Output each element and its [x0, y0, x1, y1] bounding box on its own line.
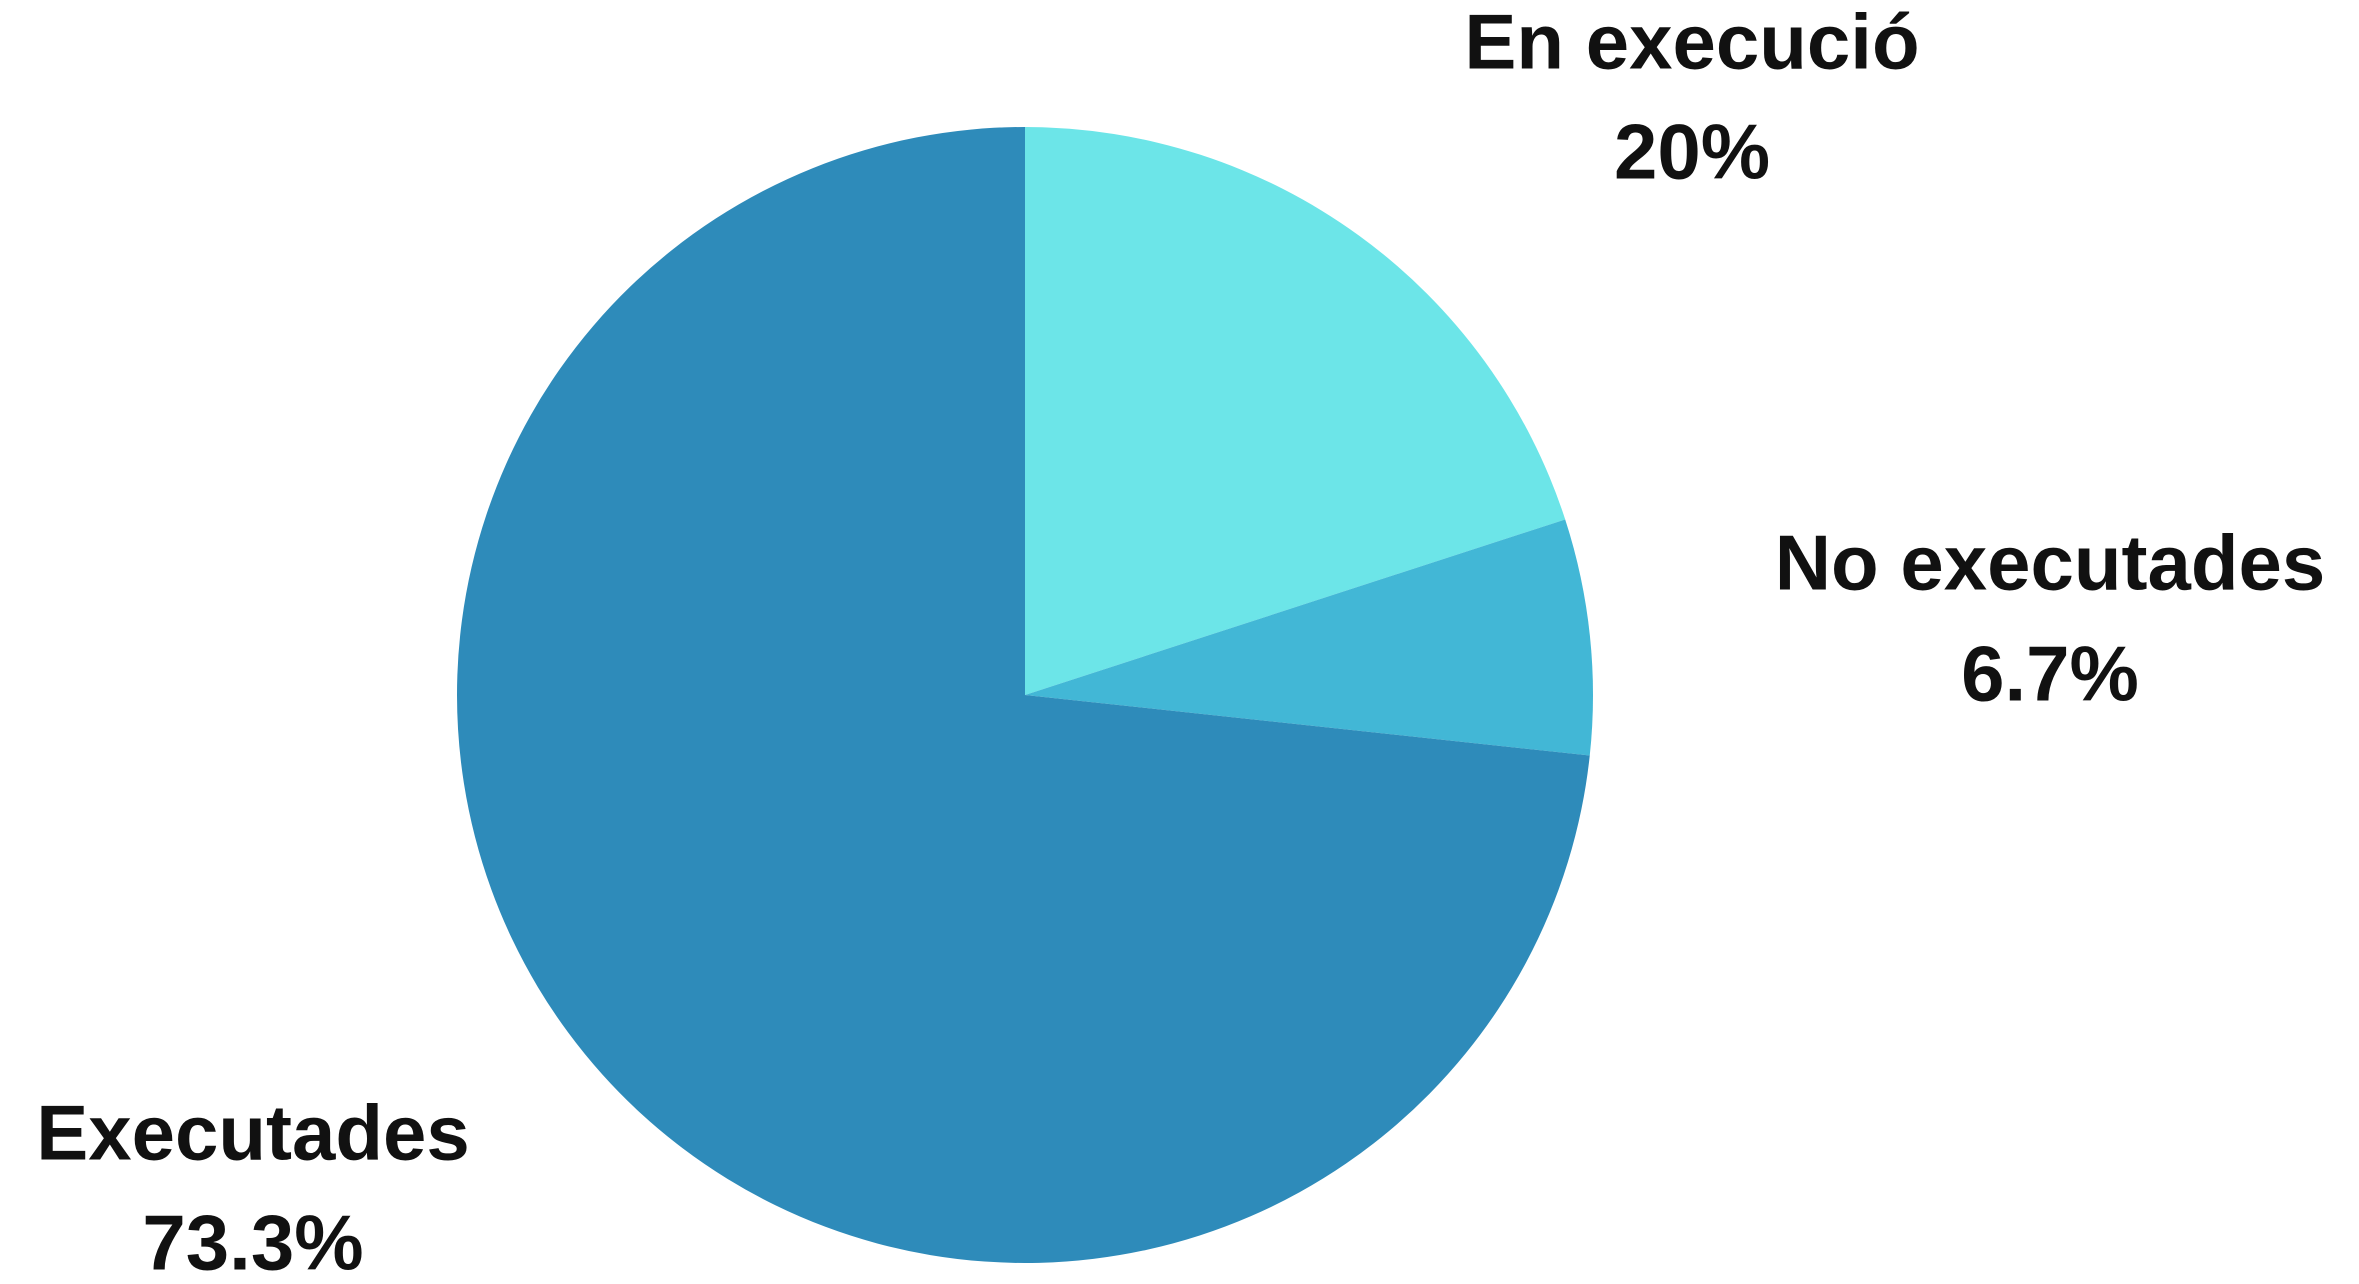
slice-value-label: 73.3% — [142, 1199, 363, 1284]
slice-label: No executades — [1775, 519, 2326, 607]
slice-label: En execució — [1464, 0, 1919, 86]
slice-value-label: 20% — [1614, 108, 1770, 196]
slice-value-label: 6.7% — [1961, 630, 2139, 718]
slice-label: Executades — [36, 1089, 470, 1177]
pie-slice — [456, 127, 1590, 1263]
pie-slice — [1025, 127, 1566, 695]
pie-slice — [1025, 519, 1593, 756]
